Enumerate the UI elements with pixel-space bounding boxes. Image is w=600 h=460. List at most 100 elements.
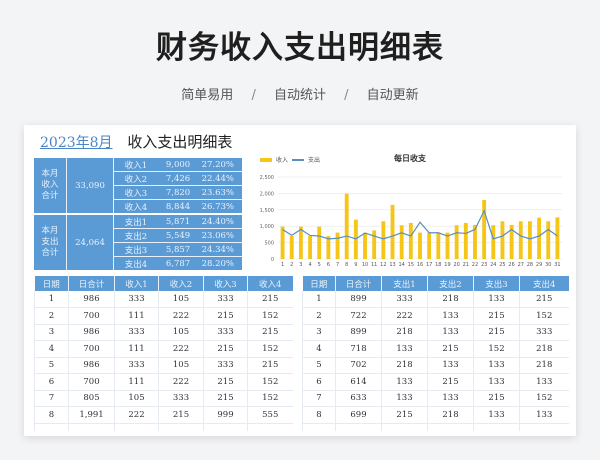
- table-cell[interactable]: 899: [335, 324, 382, 341]
- table-cell[interactable]: 1: [34, 291, 69, 308]
- table-cell[interactable]: [248, 423, 293, 431]
- table-cell[interactable]: 218: [381, 357, 428, 374]
- month-selector[interactable]: 2023年8月: [40, 135, 113, 151]
- table-cell[interactable]: 1,991: [68, 406, 115, 424]
- table-cell[interactable]: [520, 423, 569, 431]
- table-cell[interactable]: 700: [68, 373, 115, 391]
- table-cell[interactable]: 222: [158, 373, 204, 391]
- table-cell[interactable]: 1: [302, 291, 336, 308]
- table-cell[interactable]: 111: [114, 340, 159, 358]
- table-cell[interactable]: 6: [302, 373, 336, 391]
- table-cell[interactable]: 333: [519, 324, 569, 341]
- table-cell[interactable]: 333: [114, 324, 159, 341]
- table-cell[interactable]: 222: [114, 406, 159, 424]
- table-cell[interactable]: 986: [68, 324, 115, 341]
- table-cell[interactable]: 805: [68, 390, 115, 407]
- table-cell[interactable]: [302, 423, 336, 431]
- table-cell[interactable]: 215: [473, 307, 520, 325]
- table-cell[interactable]: 333: [114, 357, 159, 374]
- table-cell[interactable]: [34, 423, 69, 431]
- table-cell[interactable]: 111: [114, 373, 159, 391]
- table-cell[interactable]: 722: [335, 307, 382, 325]
- table-cell[interactable]: 7: [302, 390, 336, 407]
- table-cell[interactable]: 633: [335, 390, 382, 407]
- table-cell[interactable]: 152: [247, 340, 293, 358]
- table-cell[interactable]: 133: [427, 324, 474, 341]
- table-cell[interactable]: 133: [473, 373, 520, 391]
- table-cell[interactable]: 133: [519, 406, 569, 424]
- table-cell[interactable]: 133: [381, 390, 428, 407]
- table-cell[interactable]: 133: [473, 406, 520, 424]
- table-cell[interactable]: 152: [473, 340, 520, 358]
- table-cell[interactable]: 133: [427, 390, 474, 407]
- table-cell[interactable]: 215: [247, 291, 293, 308]
- table-cell[interactable]: 215: [203, 340, 248, 358]
- table-cell[interactable]: [114, 423, 159, 431]
- table-cell[interactable]: 215: [203, 307, 248, 325]
- table-cell[interactable]: [427, 423, 474, 431]
- table-cell[interactable]: 215: [473, 390, 520, 407]
- table-cell[interactable]: 215: [247, 357, 293, 374]
- table-cell[interactable]: 133: [427, 307, 474, 325]
- table-cell[interactable]: 133: [427, 357, 474, 374]
- table-cell[interactable]: 333: [203, 291, 248, 308]
- table-cell[interactable]: 215: [203, 373, 248, 391]
- table-cell[interactable]: 218: [519, 357, 569, 374]
- table-cell[interactable]: 133: [473, 357, 520, 374]
- table-cell[interactable]: 333: [203, 324, 248, 341]
- table-cell[interactable]: [203, 423, 248, 431]
- table-cell[interactable]: 133: [381, 373, 428, 391]
- table-cell[interactable]: 215: [473, 324, 520, 341]
- table-cell[interactable]: 899: [335, 291, 382, 308]
- table-cell[interactable]: 2: [34, 307, 69, 325]
- table-cell[interactable]: 333: [158, 390, 204, 407]
- table-cell[interactable]: 133: [519, 373, 569, 391]
- table-cell[interactable]: 111: [114, 307, 159, 325]
- table-cell[interactable]: 152: [519, 307, 569, 325]
- table-cell[interactable]: 133: [381, 340, 428, 358]
- table-cell[interactable]: 333: [114, 291, 159, 308]
- table-cell[interactable]: 215: [519, 291, 569, 308]
- table-cell[interactable]: 215: [247, 324, 293, 341]
- table-cell[interactable]: 614: [335, 373, 382, 391]
- table-cell[interactable]: 218: [381, 324, 428, 341]
- table-cell[interactable]: 215: [158, 406, 204, 424]
- table-cell[interactable]: 333: [381, 291, 428, 308]
- table-cell[interactable]: [381, 423, 428, 431]
- table-cell[interactable]: 999: [203, 406, 248, 424]
- table-cell[interactable]: 699: [335, 406, 382, 424]
- table-cell[interactable]: 986: [68, 357, 115, 374]
- table-cell[interactable]: 133: [473, 291, 520, 308]
- table-cell[interactable]: 986: [68, 291, 115, 308]
- table-cell[interactable]: [473, 423, 520, 431]
- table-cell[interactable]: 152: [247, 373, 293, 391]
- table-cell[interactable]: 6: [34, 373, 69, 391]
- table-cell[interactable]: [68, 423, 115, 431]
- table-cell[interactable]: 215: [427, 340, 474, 358]
- table-cell[interactable]: 218: [519, 340, 569, 358]
- table-cell[interactable]: 333: [203, 357, 248, 374]
- table-cell[interactable]: 105: [158, 357, 204, 374]
- table-cell[interactable]: 5: [302, 357, 336, 374]
- table-cell[interactable]: 555: [247, 406, 293, 424]
- table-cell[interactable]: 215: [427, 373, 474, 391]
- table-cell[interactable]: 222: [158, 307, 204, 325]
- table-cell[interactable]: 152: [519, 390, 569, 407]
- table-cell[interactable]: 105: [114, 390, 159, 407]
- table-cell[interactable]: 4: [302, 340, 336, 358]
- table-cell[interactable]: 105: [158, 324, 204, 341]
- table-cell[interactable]: 3: [302, 324, 336, 341]
- table-cell[interactable]: 2: [302, 307, 336, 325]
- table-cell[interactable]: 5: [34, 357, 69, 374]
- table-cell[interactable]: 218: [427, 291, 474, 308]
- table-cell[interactable]: 718: [335, 340, 382, 358]
- table-cell[interactable]: 215: [203, 390, 248, 407]
- table-cell[interactable]: 222: [158, 340, 204, 358]
- table-cell[interactable]: 3: [34, 324, 69, 341]
- table-cell[interactable]: 702: [335, 357, 382, 374]
- table-cell[interactable]: 7: [34, 390, 69, 407]
- table-cell[interactable]: 700: [68, 340, 115, 358]
- table-cell[interactable]: 8: [302, 406, 336, 424]
- table-cell[interactable]: 222: [381, 307, 428, 325]
- table-cell[interactable]: 218: [427, 406, 474, 424]
